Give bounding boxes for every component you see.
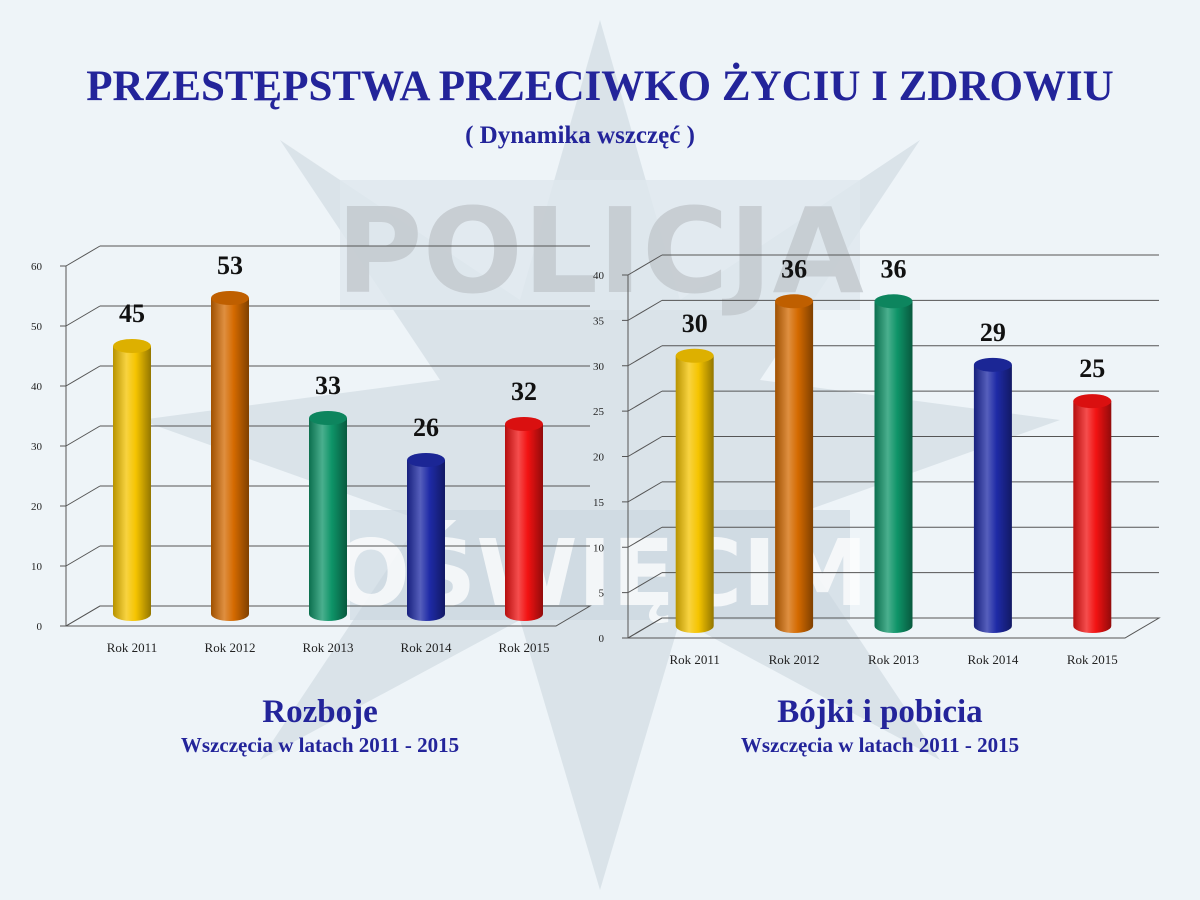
watermark-policja: POLICJA	[336, 182, 864, 320]
gridline-diagonal	[627, 572, 663, 594]
bar	[113, 346, 151, 621]
y-tick-label: 15	[593, 497, 605, 509]
y-tick-label: 30	[31, 441, 43, 453]
bar	[973, 364, 1012, 633]
x-tick-label: Rok 2012	[769, 652, 820, 667]
data-label: 25	[1079, 354, 1105, 383]
data-label: 26	[413, 413, 439, 442]
y-tick-label: 10	[593, 542, 605, 554]
bar-top	[874, 294, 913, 309]
x-tick-label: Rok 2015	[1067, 652, 1118, 667]
gridline-diagonal	[627, 481, 663, 503]
gridline-diagonal	[627, 390, 663, 412]
bar	[675, 355, 714, 633]
caption-rozboje: Rozboje Wszczęcia w latach 2011 - 2015	[120, 692, 520, 758]
y-tick-label: 35	[593, 315, 605, 327]
data-label: 45	[119, 299, 145, 328]
bar-top	[211, 291, 249, 305]
gridline-diagonal	[627, 299, 663, 321]
x-tick-label: Rok 2014	[401, 640, 452, 655]
bar	[775, 301, 814, 633]
y-tick-label: 50	[31, 321, 43, 333]
data-label: 32	[511, 377, 537, 406]
bar-top	[505, 417, 543, 431]
gridline-diagonal	[65, 485, 101, 507]
y-tick-label: 20	[593, 452, 605, 464]
data-label: 33	[315, 371, 341, 400]
bar-top	[973, 357, 1012, 372]
y-tick-label: 5	[599, 588, 605, 600]
x-tick-label: Rok 2012	[205, 640, 256, 655]
bar-top	[309, 411, 347, 425]
x-tick-label: Rok 2014	[967, 652, 1018, 667]
bar-top	[775, 294, 814, 309]
y-tick-label: 25	[593, 406, 605, 418]
gridline-diagonal	[627, 436, 663, 457]
bar	[309, 418, 347, 621]
data-label: 53	[217, 251, 243, 280]
bar	[505, 424, 543, 621]
page-title: PRZESTĘPSTWA PRZECIWKO ŻYCIU I ZDROWIU	[86, 63, 1114, 110]
data-label: 30	[682, 309, 708, 338]
bar	[407, 460, 445, 621]
gridline-diagonal	[627, 526, 663, 548]
y-tick-label: 10	[31, 561, 43, 573]
bar-chart-2: 0 5 10 15 20 25 30 35 40 30 Rok 2011 36 Rok 2012 36 Ro…	[593, 254, 1161, 667]
chart-floor	[626, 617, 1161, 639]
gridline-diagonal	[65, 245, 101, 267]
chart-floor	[64, 605, 592, 627]
caption-title: Bójki i pobicia	[777, 694, 983, 730]
x-tick-label: Rok 2013	[868, 652, 919, 667]
caption-title: Rozboje	[262, 694, 378, 730]
bar-top	[407, 453, 445, 467]
data-label: 36	[881, 254, 907, 283]
bar-chart-1: 0 10 20 30 40 50 60 45 Rok 2011 53 Rok 2012 33 Rok 2…	[31, 245, 592, 655]
y-tick-label: 0	[37, 621, 43, 633]
bar	[1073, 401, 1112, 633]
bar-top	[1073, 394, 1112, 409]
gridline-diagonal	[627, 345, 663, 367]
y-tick-label: 40	[31, 381, 43, 393]
bar	[211, 298, 249, 621]
caption-subtitle: Wszczęcia w latach 2011 - 2015	[180, 733, 460, 757]
x-tick-label: Rok 2015	[499, 640, 550, 655]
y-tick-label: 0	[599, 633, 605, 645]
caption-bojki: Bójki i pobicia Wszczęcia w latach 2011 …	[680, 692, 1080, 758]
data-label: 29	[980, 318, 1006, 347]
page-subtitle: ( Dynamika wszczęć )	[465, 122, 695, 149]
gridline-diagonal	[65, 425, 101, 447]
gridline-diagonal	[65, 365, 101, 387]
gridline-diagonal	[65, 545, 101, 567]
x-tick-label: Rok 2011	[107, 640, 157, 655]
gridline-diagonal	[627, 254, 663, 276]
x-tick-label: Rok 2011	[669, 652, 719, 667]
y-tick-label: 60	[31, 261, 43, 273]
bar-top	[113, 339, 151, 353]
y-tick-label: 30	[593, 361, 605, 373]
bar	[874, 301, 913, 633]
gridline-diagonal	[65, 305, 101, 327]
x-tick-label: Rok 2013	[303, 640, 354, 655]
bar-top	[675, 348, 714, 363]
caption-subtitle: Wszczęcia w latach 2011 - 2015	[740, 733, 1020, 757]
data-label: 36	[781, 254, 807, 283]
y-tick-label: 40	[593, 270, 605, 282]
y-tick-label: 20	[31, 501, 43, 513]
